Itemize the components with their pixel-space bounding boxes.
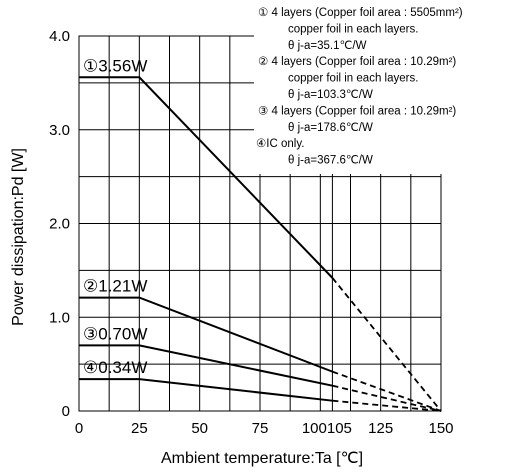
legend-line: ③ 4 layers (Copper foil area : 10.29m²) [258,105,456,117]
legend-line: copper foil in each layers. [288,73,418,85]
series-1-callout: ①3.56W [83,56,147,75]
series-2-line [79,296,333,373]
series-callouts: ①3.56W ②1.21W ③0.70W ④0.34W [83,56,147,377]
series-lines [79,76,442,412]
x-tick-label: 100 [302,420,327,437]
legend: ① 4 layers (Copper foil area : 5505mm²) c… [254,2,509,174]
series-3-callout: ③0.70W [83,324,147,343]
x-axis-label: Ambient temperature:Ta [℃] [161,450,363,467]
series-4-line [79,378,333,402]
x-tick-label: 105 [327,420,352,437]
y-tick-label: 4.0 [49,28,70,45]
legend-line: θ j-a=103.3℃/W [288,89,373,101]
legend-background [254,2,509,174]
x-tick-label: 25 [131,420,148,437]
legend-line: ④IC only. [256,138,304,150]
y-tick-label: 1.0 [49,309,70,326]
legend-line: θ j-a=367.6℃/W [288,155,373,167]
series-3-extrapolation [332,384,442,412]
series-1-extrapolation [331,277,442,412]
y-tick-labels: 0 1.0 2.0 3.0 4.0 [49,28,70,420]
legend-line: θ j-a=35.1℃/W [288,40,367,52]
legend-line: copper foil in each layers. [288,23,418,35]
legend-line: ① 4 layers (Copper foil area : 5505mm²) [258,7,463,19]
x-tick-label: 0 [75,420,83,437]
series-4-callout: ④0.34W [83,358,147,377]
series-1-line [79,76,334,279]
series-4-extrapolation [332,399,442,412]
series-3-line [79,344,333,387]
legend-line: θ j-a=178.6℃/W [288,122,373,134]
x-tick-label: 125 [368,420,393,437]
y-tick-label: 0 [62,403,70,420]
x-tick-labels: 0 25 50 75 100 105 125 150 [75,420,454,437]
x-tick-label: 75 [252,420,269,437]
y-tick-label: 3.0 [49,122,70,139]
x-tick-label: 150 [428,420,453,437]
legend-line: ② 4 layers (Copper foil area : 10.29m²) [258,56,456,68]
y-axis-label: Power dissipation:Pd [W] [10,148,27,326]
x-tick-label: 50 [191,420,208,437]
series-2-callout: ②1.21W [83,277,147,296]
y-tick-label: 2.0 [49,216,70,233]
